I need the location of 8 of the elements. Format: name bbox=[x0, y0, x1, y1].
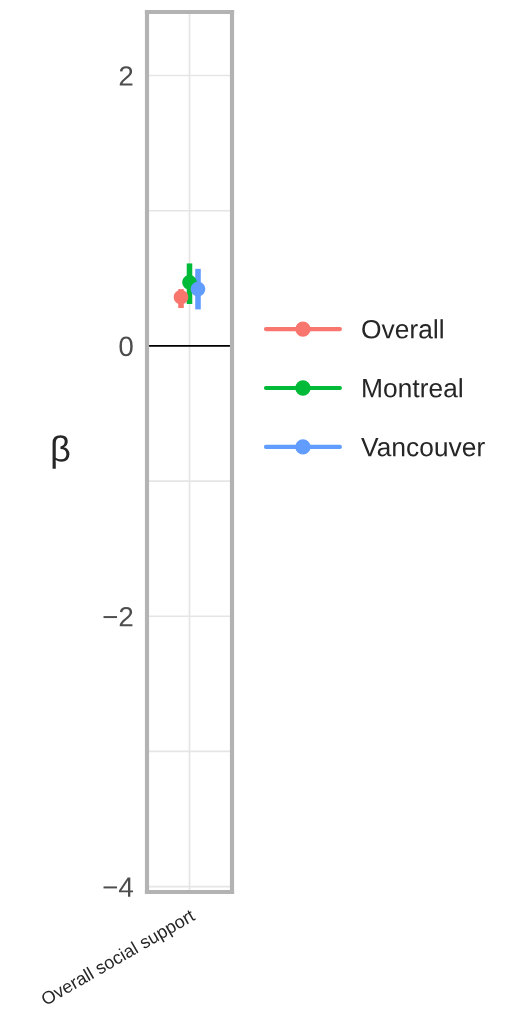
y-axis-title: β bbox=[52, 435, 70, 469]
y-tick-label: 2 bbox=[119, 66, 133, 86]
y-tick-label: 0 bbox=[119, 336, 133, 357]
legend-label: Montreal bbox=[363, 378, 462, 398]
y-tick-label: −4 bbox=[103, 877, 133, 897]
legend-label: Vancouver bbox=[361, 437, 485, 457]
legend-label: Overall bbox=[362, 319, 443, 339]
y-tick-label: −2 bbox=[103, 606, 133, 627]
